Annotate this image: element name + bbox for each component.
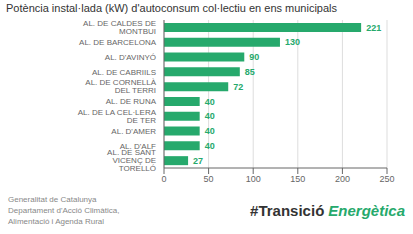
svg-text:AL. D'AVINYÓ: AL. D'AVINYÓ	[105, 53, 156, 62]
svg-text:40: 40	[205, 141, 215, 151]
svg-text:90: 90	[249, 52, 259, 62]
svg-text:40: 40	[205, 97, 215, 107]
svg-text:72: 72	[233, 82, 243, 92]
svg-text:40: 40	[205, 126, 215, 136]
svg-text:AL. DE BARCELONA: AL. DE BARCELONA	[79, 38, 157, 47]
svg-text:AL. DE CABRIILS: AL. DE CABRIILS	[92, 68, 156, 77]
svg-text:85: 85	[245, 67, 255, 77]
html-text:#Transició Energètica: #Transició Energètica	[250, 201, 405, 219]
svg-text:0: 0	[161, 174, 166, 184]
svg-text:27: 27	[193, 156, 203, 166]
html-text:Potència instal·lada (kW) d'au: Potència instal·lada (kW) d'autoconsum c…	[6, 2, 337, 14]
html-text:Alimentació i Agenda Rural: Alimentació i Agenda Rural	[8, 216, 105, 226]
svg-text:130: 130	[285, 37, 300, 47]
svg-text:100: 100	[246, 174, 261, 184]
svg-text:AL. D'ALF: AL. D'ALF	[120, 142, 156, 151]
html-text:Departament d'Acció Climàtica,: Departament d'Acció Climàtica,	[8, 205, 120, 215]
svg-text:250: 250	[379, 174, 394, 184]
svg-text:AL. DE CORNELLÀDEL TERRI: AL. DE CORNELLÀDEL TERRI	[85, 78, 156, 95]
svg-text:AL. D'AMER: AL. D'AMER	[111, 127, 156, 136]
html-text:Generalitat de Catalunya: Generalitat de Catalunya	[8, 194, 97, 204]
svg-text:AL. DE LA CEL·LERADE TER: AL. DE LA CEL·LERADE TER	[78, 108, 157, 125]
svg-text:221: 221	[366, 23, 381, 33]
svg-text:150: 150	[290, 174, 305, 184]
svg-text:50: 50	[204, 174, 214, 184]
svg-text:200: 200	[335, 174, 350, 184]
svg-text:AL. DE CALDES DEMONTBUI: AL. DE CALDES DEMONTBUI	[83, 19, 156, 36]
svg-text:40: 40	[205, 111, 215, 121]
svg-text:AL. DE SANTVICENÇ DETORELLÓ: AL. DE SANTVICENÇ DETORELLÓ	[107, 148, 156, 173]
svg-text:AL. DE RUNA: AL. DE RUNA	[106, 97, 157, 106]
